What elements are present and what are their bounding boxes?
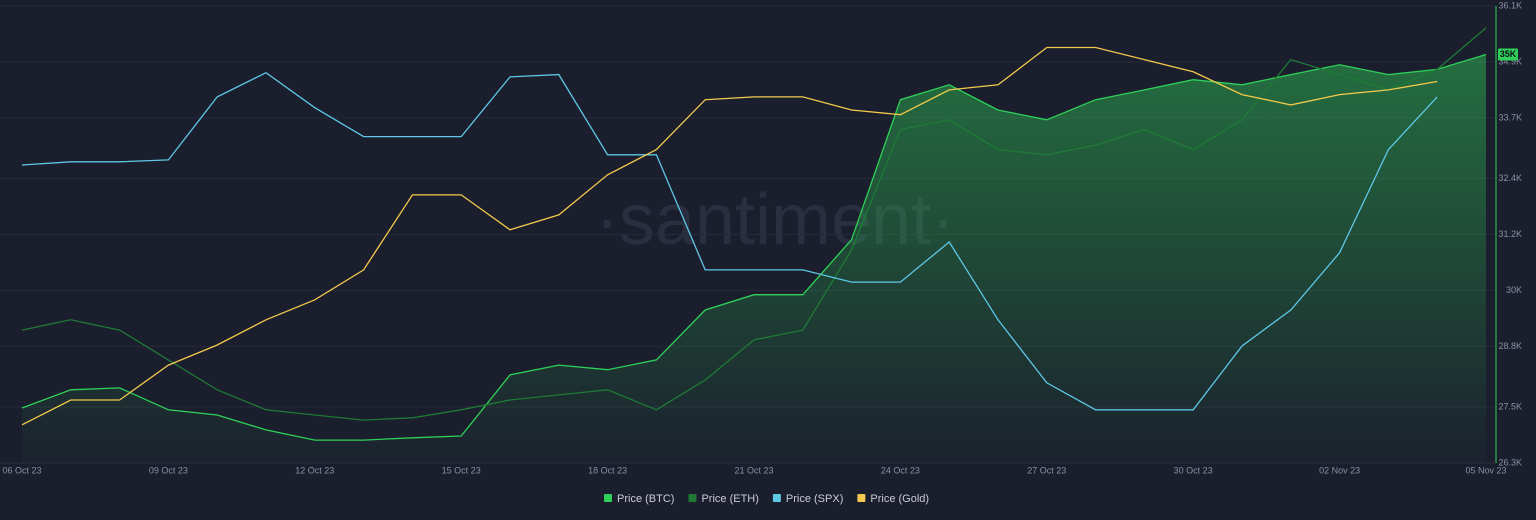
y-tick-label: 33.7K xyxy=(1498,112,1522,122)
x-tick-label: 09 Oct 23 xyxy=(149,465,188,475)
legend-swatch xyxy=(604,494,612,502)
y-tick-label: 36.1K xyxy=(1498,0,1522,10)
x-tick-label: 27 Oct 23 xyxy=(1027,465,1066,475)
legend-label: Price (SPX) xyxy=(786,493,843,505)
legend-swatch xyxy=(857,494,866,502)
legend-label: Price (Gold) xyxy=(870,493,929,505)
x-tick-label: 15 Oct 23 xyxy=(442,465,481,475)
x-tick-label: 21 Oct 23 xyxy=(734,465,773,475)
value-badge xyxy=(1498,48,1518,61)
legend: Price (BTC) Price (ETH) Price (SPX) Price (… xyxy=(604,493,929,505)
y-tick-label: 27.5K xyxy=(1498,401,1522,411)
line xyxy=(21,46,1438,426)
legend-label: Price (BTC) xyxy=(617,493,674,505)
line xyxy=(21,71,1438,411)
line xyxy=(21,27,1487,421)
y-tick-label: 28.8K xyxy=(1498,341,1522,351)
x-tick-label: 18 Oct 23 xyxy=(588,465,627,475)
x-tick-label: 24 Oct 23 xyxy=(881,465,920,475)
y-tick-label: 26.3K xyxy=(1498,457,1522,467)
x-tick-label: 30 Oct 23 xyxy=(1174,465,1213,475)
y-tick-label: 31.2K xyxy=(1498,229,1522,239)
legend-swatch xyxy=(688,494,697,502)
x-tick-label: 12 Oct 23 xyxy=(295,465,334,475)
x-tick-label: 02 Nov 23 xyxy=(1319,465,1360,475)
x-tick-label: 05 Nov 23 xyxy=(1465,465,1506,475)
y-tick-label: 34.9K xyxy=(1498,56,1522,66)
legend-label: Price (ETH) xyxy=(701,493,758,505)
legend-swatch xyxy=(772,494,781,502)
y-tick-label: 30K xyxy=(1506,285,1522,295)
value-label: 35K xyxy=(1500,49,1517,59)
line xyxy=(21,53,1487,441)
y-tick-label: 32.4K xyxy=(1498,173,1522,183)
area xyxy=(22,54,1486,463)
x-tick-label: 06 Oct 23 xyxy=(2,465,41,475)
